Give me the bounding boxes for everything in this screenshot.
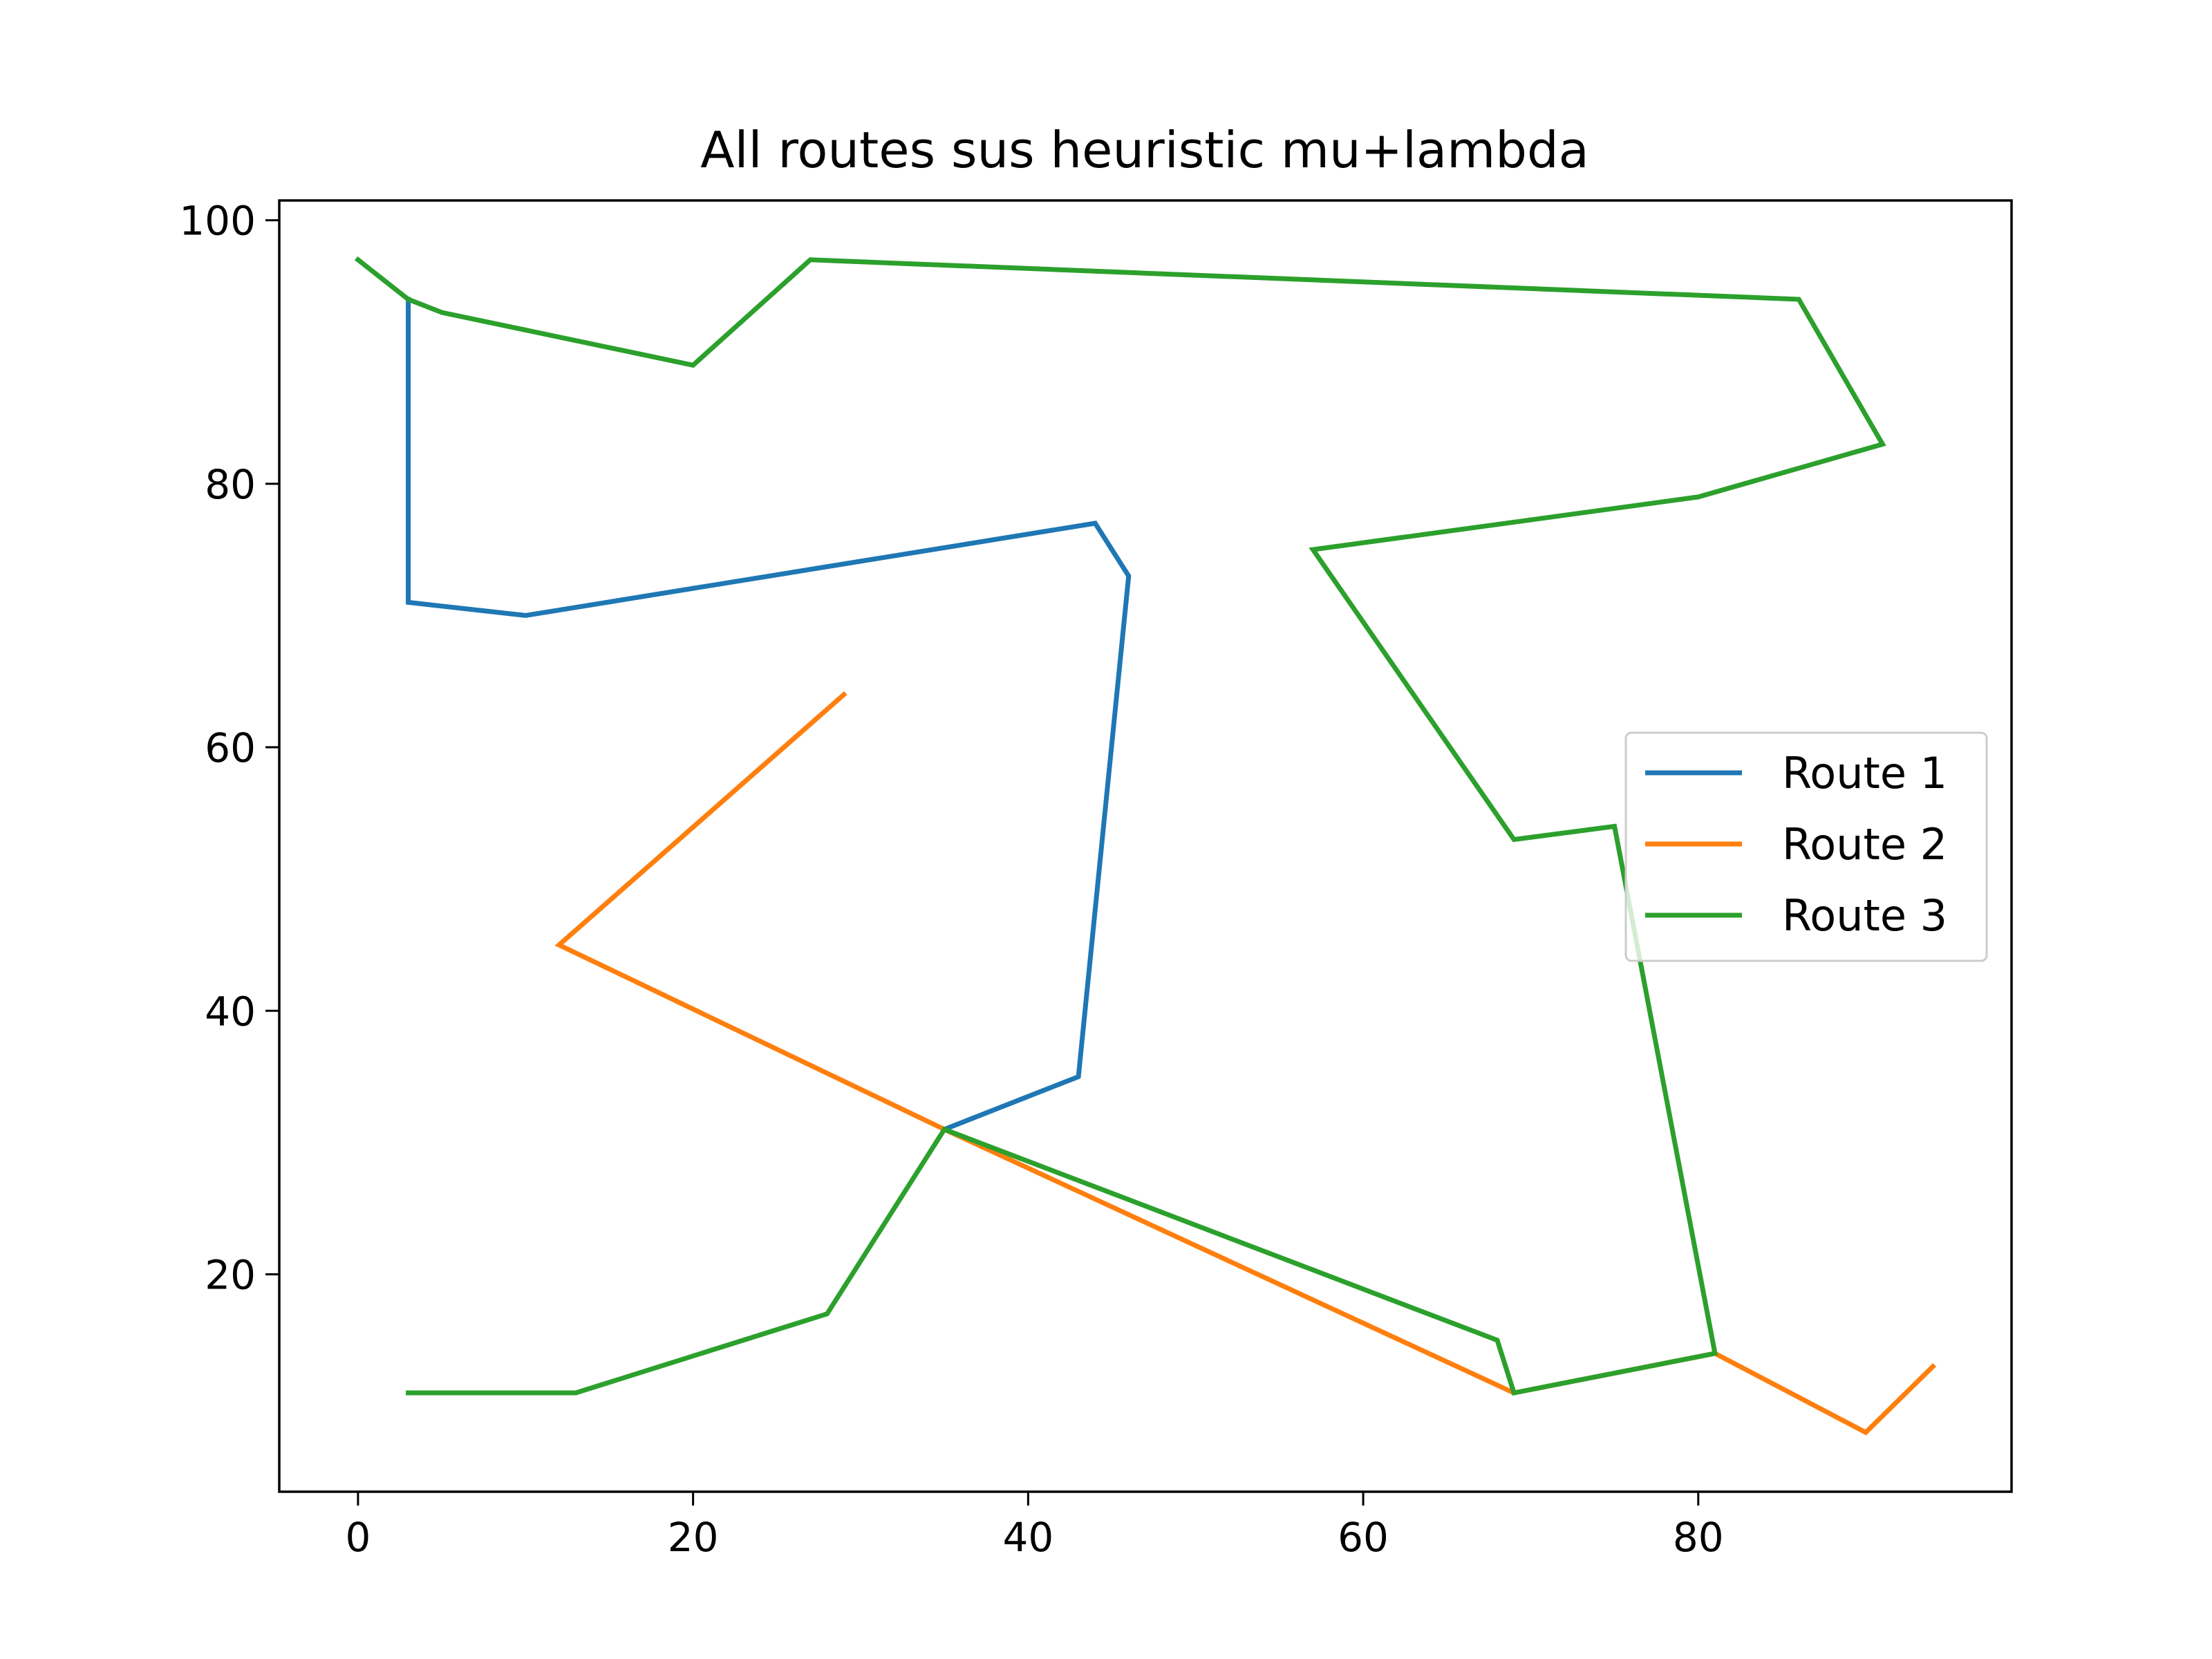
x-tick-label: 20: [668, 1514, 719, 1561]
y-tick-label: 100: [179, 198, 256, 245]
y-tick-label: 40: [205, 988, 256, 1035]
y-tick-label: 20: [205, 1251, 256, 1298]
legend-label-route-1: Route 1: [1782, 748, 1947, 798]
y-tick-label: 60: [205, 724, 256, 771]
axes-frame: [278, 199, 2013, 1493]
series-line-route-1: [406, 297, 1132, 1133]
x-tick-label: 0: [345, 1514, 371, 1561]
legend-label-route-3: Route 3: [1782, 890, 1947, 941]
legend-label-route-2: Route 2: [1782, 819, 1947, 870]
y-tick-label: 80: [205, 461, 256, 508]
x-tick-label: 60: [1338, 1514, 1389, 1561]
x-tick-label: 80: [1673, 1514, 1724, 1561]
plot-area: 0 20 40 60 80 20 40 60 80 100 Route 1 Route 2 Route …: [179, 198, 2013, 1561]
chart-title: All routes sus heuristic mu+lambda: [700, 121, 1589, 179]
series-line-route-3: [354, 256, 1886, 1396]
x-tick-label: 40: [1002, 1514, 1053, 1561]
legend-box: [1624, 731, 1988, 962]
